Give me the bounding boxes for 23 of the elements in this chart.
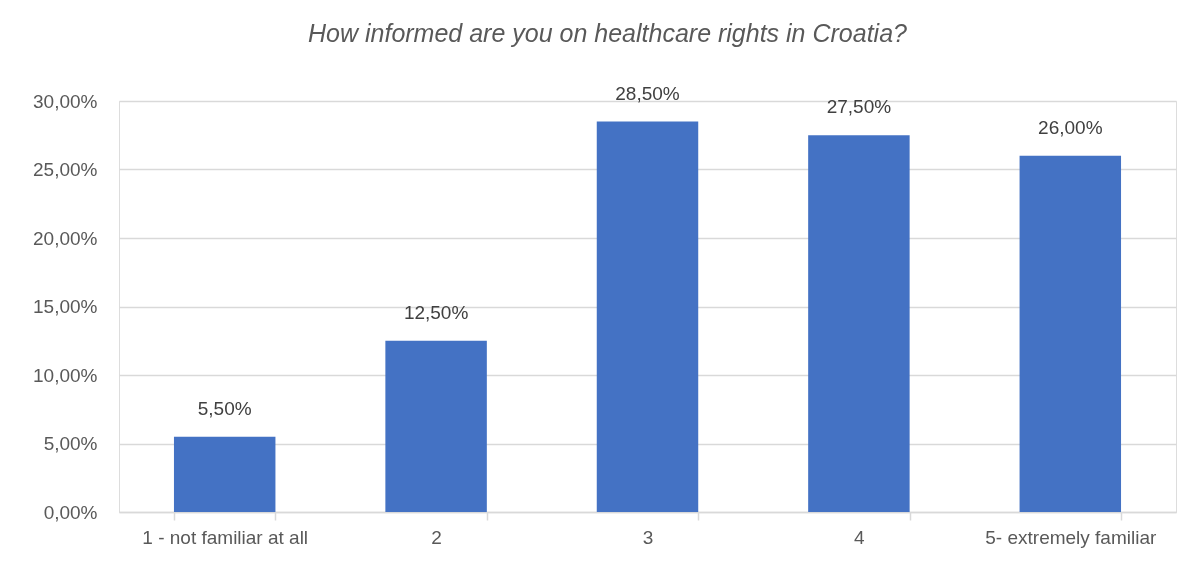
bar xyxy=(1019,155,1122,512)
y-tick-label: 10,00% xyxy=(33,364,98,386)
data-label: 5,50% xyxy=(197,397,252,419)
bar xyxy=(596,121,699,512)
y-tick-label: 25,00% xyxy=(33,159,98,180)
y-tick-label: 0,00% xyxy=(43,501,98,523)
data-label: 27,50% xyxy=(826,96,892,118)
data-label: 12,50% xyxy=(403,301,469,323)
y-tick-label: 15,00% xyxy=(33,296,98,317)
chart-title: How informed are you on healthcare rights in Croatia? xyxy=(308,18,908,47)
bar xyxy=(173,436,276,512)
x-tick-label: 3 xyxy=(642,526,654,548)
y-tick-label: 30,00% xyxy=(33,90,98,112)
data-label: 28,50% xyxy=(615,82,680,104)
bar xyxy=(385,340,487,512)
y-tick-label: 5,00% xyxy=(43,433,98,454)
bar xyxy=(808,135,910,512)
x-tick-label: 4 xyxy=(854,526,866,548)
y-tick-label: 20,00% xyxy=(33,227,98,249)
x-tick-label: 5- extremely familiar xyxy=(985,526,1157,548)
x-tick-label: 1 - not familiar at all xyxy=(142,526,309,548)
x-tick-label: 2 xyxy=(431,526,442,548)
data-label: 26,00% xyxy=(1038,116,1103,138)
